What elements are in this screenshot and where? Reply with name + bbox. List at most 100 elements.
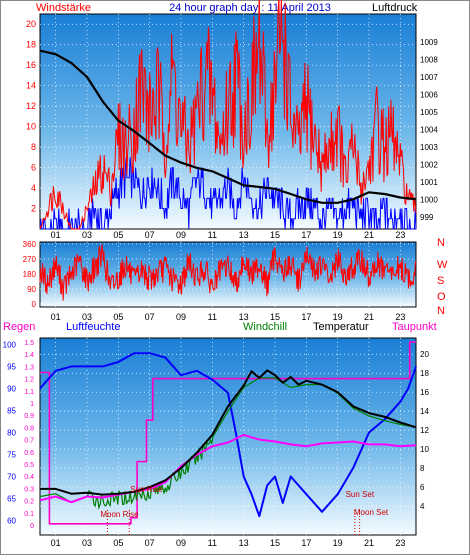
humidity-tick-label: 95 <box>7 362 16 371</box>
rain-tick-label: 1.1 <box>24 389 34 396</box>
wind-direction-tick-label: 180 <box>23 270 37 279</box>
x-tick-label: 13 <box>239 312 249 322</box>
humidity-series-line <box>39 352 417 518</box>
x-tick-label: 11 <box>208 230 217 240</box>
rain-tick-label: 0 <box>30 523 34 530</box>
humidity-tick-label: 65 <box>7 495 16 504</box>
x-tick-label: 23 <box>395 230 405 240</box>
x-tick-label: 21 <box>364 230 374 240</box>
temperature-tick-label: 6 <box>420 483 425 492</box>
rain-tick-label: 0.5 <box>24 462 34 469</box>
pressure-tick-label: 1004 <box>420 125 438 134</box>
temperature-tick-labels: 4 6 8 10 12 14 16 18 20 <box>420 350 429 511</box>
windspeed-tick-label: 2 <box>31 204 36 214</box>
humidity-tick-label: 100 <box>3 340 17 349</box>
x-tick-label: 01 <box>51 312 61 322</box>
pressure-tick-label: 1000 <box>420 195 438 204</box>
x-tick-label: 09 <box>176 230 186 240</box>
wind-direction-tick-label: 360 <box>23 240 37 249</box>
compass-direction-label: O <box>437 291 446 303</box>
x-tick-label: 11 <box>208 312 217 322</box>
rain-tick-label: 0.6 <box>24 450 34 457</box>
x-tick-label: 21 <box>364 312 374 322</box>
x-tick-label: 07 <box>145 312 155 322</box>
x-tick-label: 11 <box>208 538 217 548</box>
x-tick-label: 01 <box>51 230 61 240</box>
pressure-tick-labels: 999 1000 1001 1002 1003 1004 1005 1006 1007 1008 1… <box>420 38 438 222</box>
windspeed-tick-label: 20 <box>26 19 36 29</box>
windspeed-tick-label: 6 <box>31 163 36 173</box>
x-tick-label: 09 <box>176 312 186 322</box>
rain-series-line <box>40 341 416 525</box>
x-tick-label: 23 <box>395 538 405 548</box>
x-tick-label: 15 <box>270 312 280 322</box>
temperature-tick-label: 4 <box>420 502 425 511</box>
rain-tick-label: 1.5 <box>24 340 34 347</box>
x-tick-label: 03 <box>82 312 92 322</box>
pressure-axis-label: Luftdruck <box>372 2 418 14</box>
windspeed-tick-labels: 2 4 6 8 10 12 14 16 18 20 <box>26 19 36 213</box>
temperature-tick-label: 14 <box>420 407 429 416</box>
temperature-tick-label: 10 <box>420 445 429 454</box>
wind-pressure-x-tick-labels: 01 03 05 07 09 11 13 15 17 19 21 23 <box>51 230 406 240</box>
humidity-tick-label: 75 <box>7 451 16 460</box>
pressure-tick-label: 1006 <box>420 90 438 99</box>
humidity-tick-label: 80 <box>7 429 16 438</box>
x-tick-label: 17 <box>301 312 311 322</box>
windchill-legend: Windchill <box>243 321 287 333</box>
x-tick-label: 03 <box>82 538 92 548</box>
dewpoint-legend: Taupunkt <box>392 321 437 333</box>
windspeed-tick-label: 18 <box>26 40 36 50</box>
rain-tick-label: 1.2 <box>24 377 34 384</box>
x-tick-label: 03 <box>82 230 92 240</box>
rain-tick-label: 0.3 <box>24 486 34 493</box>
wind-direction-tick-label: 270 <box>23 255 37 264</box>
x-tick-label: 23 <box>395 312 405 322</box>
wind-direction-series-line <box>39 244 417 301</box>
x-tick-label: 17 <box>301 538 311 548</box>
rain-tick-label: 0.8 <box>24 425 34 432</box>
rain-tick-label: 0.7 <box>24 438 34 445</box>
pressure-tick-label: 999 <box>420 213 434 222</box>
compass-direction-label: N <box>437 305 445 317</box>
x-tick-label: 15 <box>270 538 280 548</box>
wind-direction-tick-labels: 0 90 180 270 360 <box>23 240 37 309</box>
rain-tick-label: 1.3 <box>24 364 34 371</box>
humidity-tick-label: 60 <box>7 517 16 526</box>
windspeed-tick-label: 12 <box>26 101 36 111</box>
x-tick-label: 19 <box>333 312 343 322</box>
windspeed-tick-label: 10 <box>26 122 36 132</box>
dewpoint-series-line <box>39 433 417 504</box>
pressure-tick-label: 1005 <box>420 108 438 117</box>
pressure-tick-label: 1008 <box>420 55 438 64</box>
x-tick-label: 17 <box>301 230 311 240</box>
wind-pressure-panel: 2 4 6 8 10 12 14 16 18 20 999 1000 1001 1002 1003 1004… <box>26 0 438 240</box>
climate-plot-background <box>39 337 417 536</box>
wind-pressure-series <box>39 0 417 230</box>
wind-direction-tick-label: 90 <box>27 285 36 294</box>
pressure-tick-label: 1002 <box>420 160 438 169</box>
x-tick-label: 07 <box>145 538 155 548</box>
rain-tick-label: 1 <box>30 401 34 408</box>
x-tick-label: 09 <box>176 538 186 548</box>
climate-series <box>39 341 417 525</box>
temperature-tick-label: 12 <box>420 426 429 435</box>
compass-direction-label: N <box>437 237 445 249</box>
rain-tick-label: 0.9 <box>24 413 34 420</box>
rain-axis-label: Regen <box>3 321 35 333</box>
x-tick-label: 05 <box>113 312 123 322</box>
compass-direction-label: W <box>437 259 448 271</box>
sun-moon-annotations: Moon Rise Sun Rise Moon Set Sun Set <box>100 485 389 535</box>
windspeed-series-line <box>39 0 417 230</box>
temperature-tick-label: 16 <box>420 388 429 397</box>
annotation-label: Sun Set <box>346 490 375 499</box>
windspeed-tick-label: 14 <box>26 81 36 91</box>
x-tick-label: 13 <box>239 230 249 240</box>
wind-direction-tick-label: 0 <box>32 300 37 309</box>
temperature-tick-label: 18 <box>420 369 429 378</box>
windspeed-tick-label: 4 <box>31 183 36 193</box>
pressure-tick-label: 1001 <box>420 178 438 187</box>
